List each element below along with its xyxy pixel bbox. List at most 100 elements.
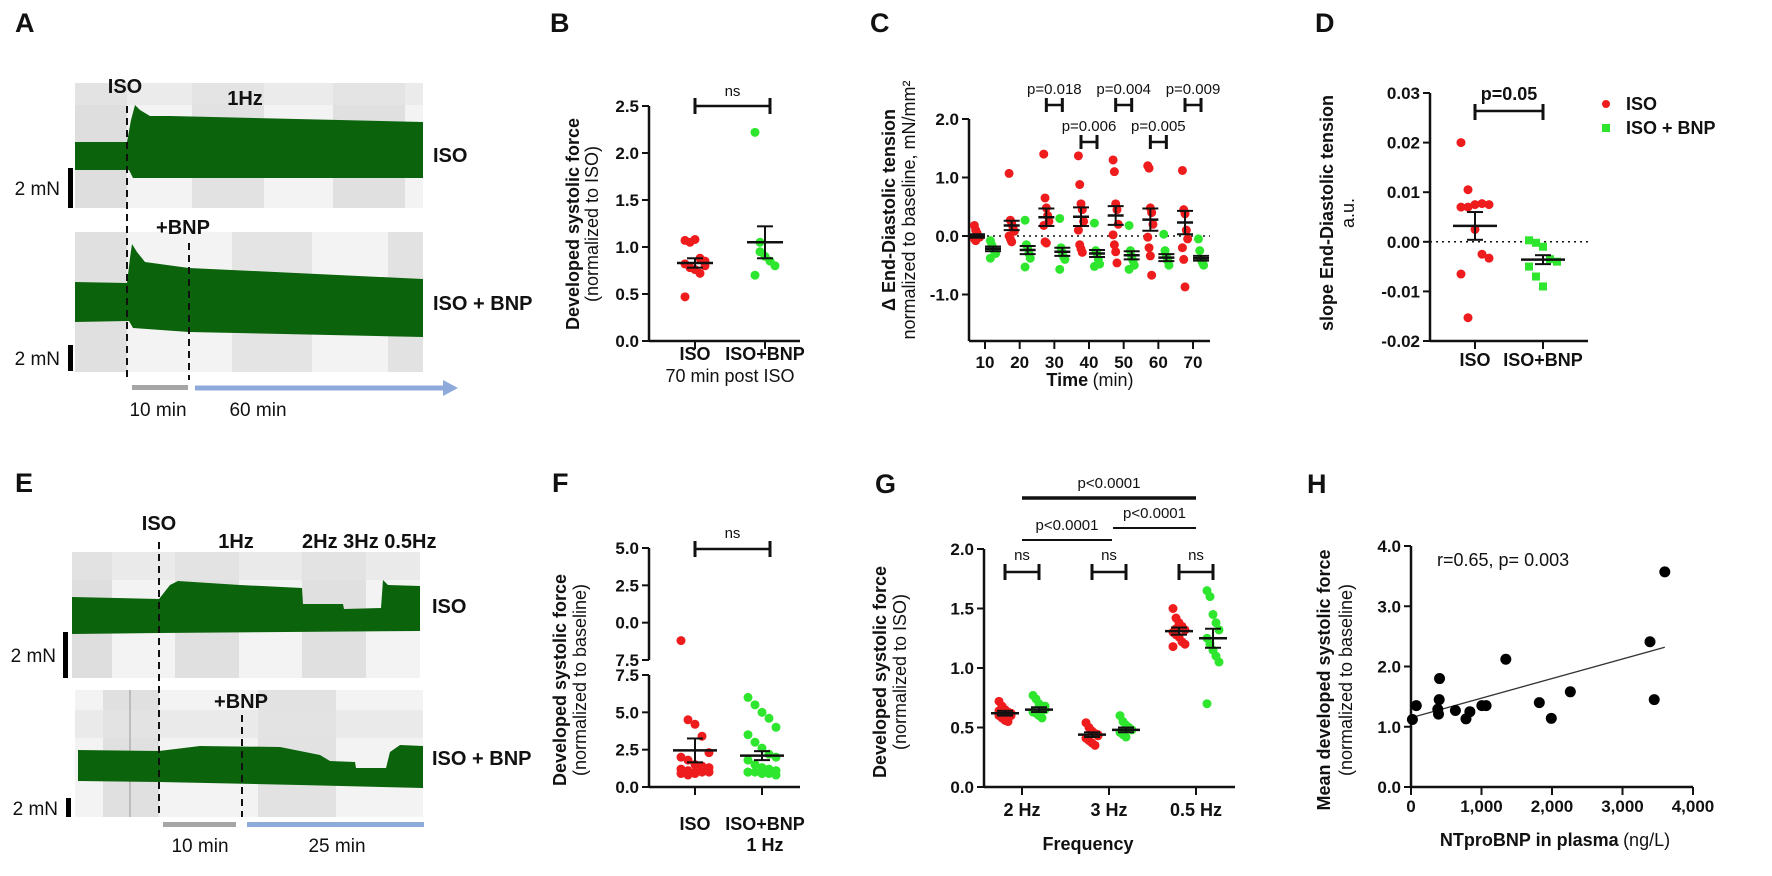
x-category-label: 3 Hz <box>1090 800 1127 820</box>
data-point-iso-bnp <box>1121 732 1131 742</box>
timeline-label-10min: 10 min <box>171 836 228 857</box>
x-category-label: ISO <box>1459 350 1490 370</box>
data-point-iso-bnp <box>1525 262 1533 271</box>
x-axis-title: 1 Hz <box>746 835 783 855</box>
data-point-iso <box>1180 639 1190 649</box>
x-tick-label: 3,000 <box>1601 797 1644 816</box>
y-axis-subtitle: a.u. <box>1338 198 1358 228</box>
chart-b-systolic-force-70min: Developed systolic force (normalized to … <box>563 83 805 386</box>
data-point-iso-bnp <box>1211 618 1221 628</box>
data-point-iso-bnp <box>750 760 760 770</box>
data-point-iso <box>676 769 686 779</box>
y-axis-title: Δ End-Diastolic tension <box>879 109 899 311</box>
data-point-iso-bnp <box>771 722 781 732</box>
x-axis-title-unit: (min) <box>1093 370 1134 390</box>
data-point-iso <box>690 719 700 729</box>
y-tick-label: 2.0 <box>950 540 974 559</box>
grid-band <box>75 710 423 738</box>
data-point-iso <box>1108 155 1118 165</box>
data-point-iso-bnp <box>1195 246 1205 256</box>
iso-marker-label: ISO <box>142 513 176 535</box>
bnp-marker-label: +BNP <box>156 217 210 239</box>
p-value-label: p<0.0001 <box>1123 505 1186 522</box>
scale-bar-label: 2 mN <box>11 646 56 667</box>
legend-label-iso-bnp: ISO + BNP <box>1626 118 1716 138</box>
y-tick-label: 4.0 <box>1377 537 1401 556</box>
legend-marker-iso <box>1602 100 1610 108</box>
y-tick-label: 0.5 <box>615 285 639 304</box>
y-axis-subtitle: (normalized to ISO) <box>890 594 910 750</box>
data-point-iso-bnp <box>757 769 767 779</box>
chart-g-frequency-force: Developed systolic force (normalized to … <box>870 475 1235 854</box>
y-axis-subtitle: (normalized to ISO) <box>582 146 602 302</box>
x-category-label: ISO+BNP <box>1503 350 1583 370</box>
data-point-iso <box>1109 240 1119 250</box>
x-tick-label: 30 <box>1045 353 1064 372</box>
legend-label-iso: ISO <box>1626 94 1657 114</box>
data-point-iso-bnp <box>1214 657 1224 667</box>
x-tick-label: 2,000 <box>1531 797 1574 816</box>
data-point-iso <box>1007 237 1017 247</box>
panel-label-c: C <box>870 8 890 38</box>
x-category-label: ISO <box>679 814 710 834</box>
y-tick-label: 0.02 <box>1387 134 1420 153</box>
y-tick-label: 5.0 <box>615 539 639 558</box>
data-point-iso-bnp <box>1199 260 1209 270</box>
y-axis-title: Developed systolic force <box>870 566 890 778</box>
timeline-label-10min: 10 min <box>129 400 186 421</box>
data-point <box>1500 653 1512 665</box>
data-point-iso-bnp <box>1532 238 1540 247</box>
data-point-iso <box>1041 238 1051 248</box>
scale-bar-label: 2 mN <box>15 179 60 200</box>
scale-bar-label: 2 mN <box>15 349 60 370</box>
p-value-label: p<0.0001 <box>1078 475 1141 492</box>
ns-bracket-label: ns <box>1101 547 1117 564</box>
data-point-iso <box>1073 151 1083 161</box>
data-point-iso-bnp <box>1124 220 1134 230</box>
data-point <box>1406 714 1418 726</box>
timeline-iso-bar <box>163 822 236 827</box>
data-point-iso-bnp <box>750 700 760 710</box>
data-point-iso <box>1168 642 1178 652</box>
data-point-iso-bnp <box>743 767 753 777</box>
y-tick-label: -1.0 <box>930 286 959 305</box>
y-tick-label: 7.5 <box>615 666 639 685</box>
x-axis-title-unit: (ng/L) <box>1623 830 1670 850</box>
frequency-label-1hz: 1Hz <box>218 531 254 553</box>
data-point-iso-bnp <box>1539 242 1547 251</box>
data-point-iso <box>676 752 686 762</box>
data-point-iso <box>1177 243 1187 253</box>
data-point <box>1564 686 1576 698</box>
data-point-iso-bnp <box>750 737 760 747</box>
data-point-iso-bnp <box>1089 218 1099 228</box>
data-point-iso-bnp <box>1202 699 1212 709</box>
significance-bracket-label: ns <box>725 83 741 100</box>
y-tick-label: 2.0 <box>935 110 959 129</box>
data-point-iso <box>1463 313 1473 323</box>
y-tick-label: 0.01 <box>1387 183 1420 202</box>
x-category-label: ISO+BNP <box>725 344 805 364</box>
data-point-iso <box>1075 180 1085 190</box>
data-point-iso-bnp <box>1164 260 1174 270</box>
x-category-label: ISO <box>679 344 710 364</box>
panel-a-traces: ISO 1Hz +BNP ISO ISO + BNP 2 mN 2 mN 10 … <box>15 76 533 421</box>
data-point-iso <box>1180 282 1190 292</box>
data-point-iso-bnp <box>1060 254 1070 264</box>
data-point-iso <box>1463 202 1473 212</box>
x-axis-title: Frequency <box>1042 834 1133 854</box>
y-tick-label: 2.0 <box>615 144 639 163</box>
p-value-bracket-label: p=0.005 <box>1131 118 1186 135</box>
x-axis-title-main: Time <box>1046 370 1088 390</box>
y-tick-label: 0.03 <box>1387 84 1420 103</box>
y-tick-label: 1.0 <box>935 169 959 188</box>
x-category-label: 2 Hz <box>1003 800 1040 820</box>
data-point <box>1432 708 1444 720</box>
data-point-iso <box>683 770 693 780</box>
data-point-iso-bnp <box>757 707 767 717</box>
scale-bar <box>66 798 71 817</box>
data-point-iso <box>1470 200 1480 210</box>
y-tick-label: 5.0 <box>615 703 639 722</box>
data-point <box>1464 706 1476 718</box>
data-point-iso-bnp <box>1532 272 1540 281</box>
data-point <box>1433 694 1445 706</box>
